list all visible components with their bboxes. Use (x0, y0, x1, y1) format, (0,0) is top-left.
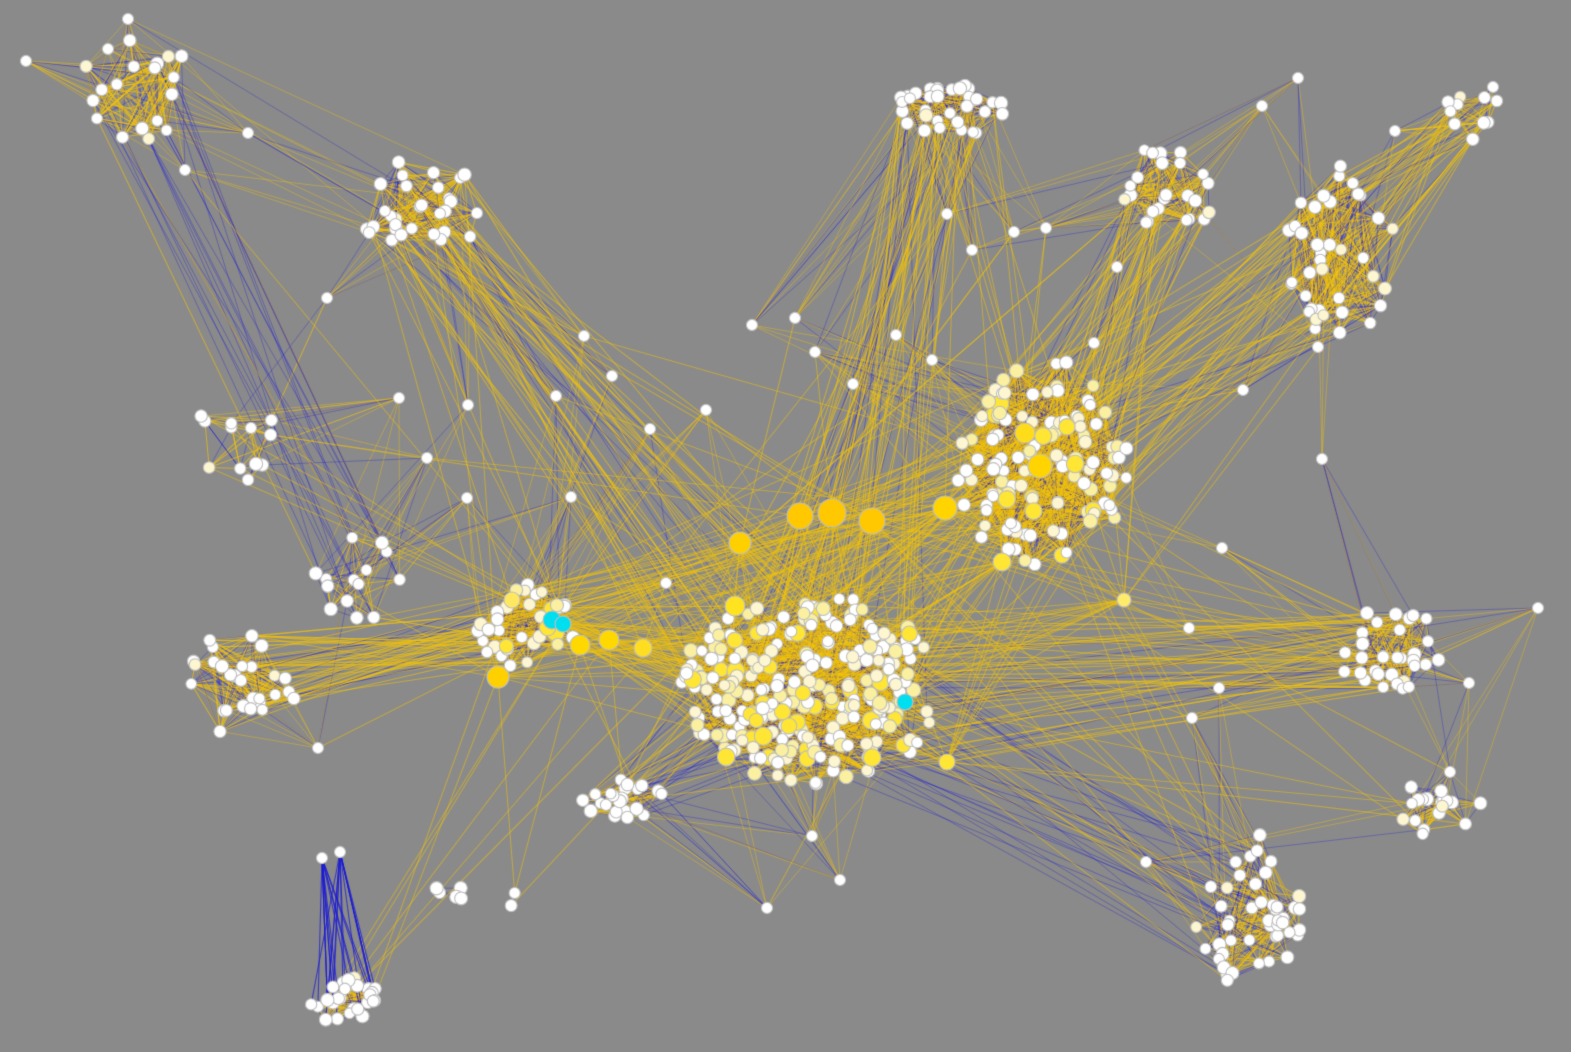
network-graph-visualization (0, 0, 1571, 1052)
graph-canvas[interactable] (0, 0, 1571, 1052)
